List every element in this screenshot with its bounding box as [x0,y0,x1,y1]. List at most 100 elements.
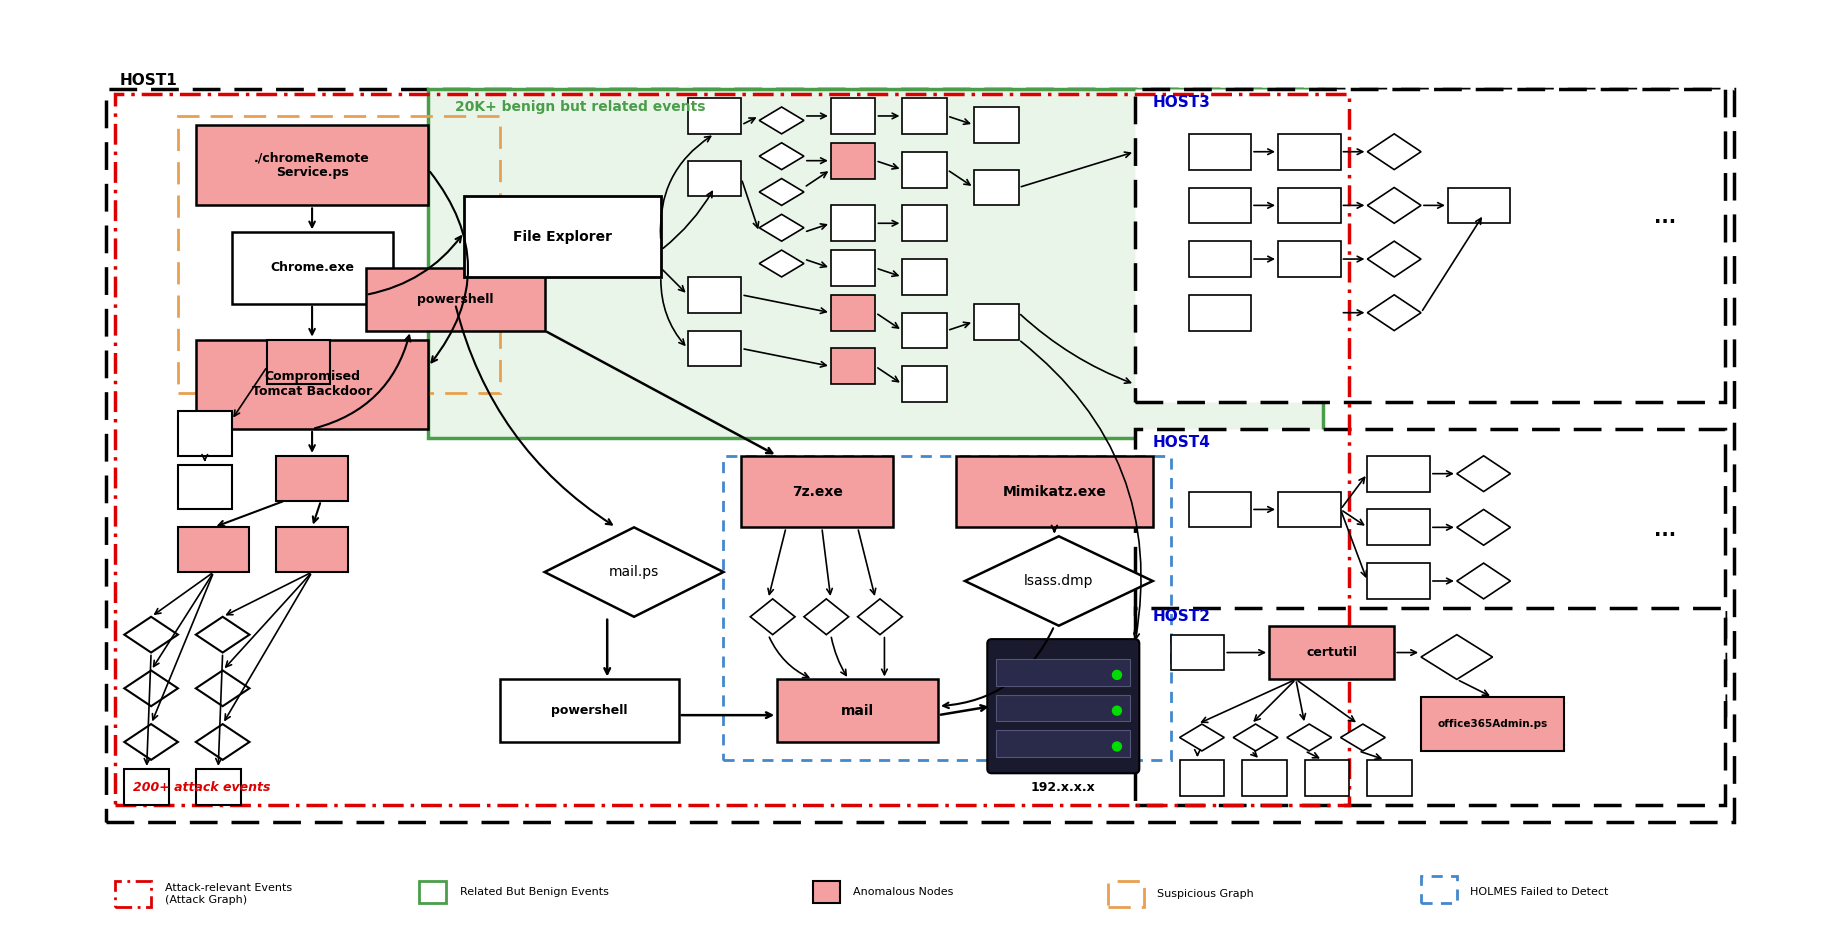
Text: HOST4: HOST4 [1152,435,1212,450]
FancyBboxPatch shape [955,456,1152,527]
Bar [723,456,1171,759]
FancyBboxPatch shape [1278,188,1341,223]
Bar [1134,89,1726,402]
Text: ./chromeRemote
Service.ps: ./chromeRemote Service.ps [254,151,371,179]
Circle shape [1112,671,1121,679]
FancyBboxPatch shape [987,639,1140,773]
FancyBboxPatch shape [832,205,876,241]
FancyBboxPatch shape [1269,625,1394,679]
Polygon shape [1457,563,1510,598]
Polygon shape [1422,635,1492,679]
FancyBboxPatch shape [1189,295,1250,330]
Polygon shape [124,617,177,652]
Bar [419,881,446,903]
Text: powershell: powershell [551,704,627,717]
FancyBboxPatch shape [1278,134,1341,169]
FancyBboxPatch shape [1368,510,1429,545]
FancyBboxPatch shape [500,679,679,742]
FancyBboxPatch shape [832,250,876,286]
Text: powershell: powershell [417,293,494,306]
Text: Suspicious Graph: Suspicious Graph [1158,889,1254,899]
Text: ...: ... [1654,522,1676,540]
FancyBboxPatch shape [1422,697,1564,751]
FancyBboxPatch shape [741,456,892,527]
Text: Chrome.exe: Chrome.exe [269,262,354,275]
FancyBboxPatch shape [902,205,948,241]
Polygon shape [760,179,804,205]
FancyBboxPatch shape [177,411,232,456]
FancyBboxPatch shape [465,196,660,277]
Polygon shape [1457,456,1510,491]
Polygon shape [1341,724,1385,751]
FancyBboxPatch shape [365,268,544,330]
Bar [1134,608,1726,805]
Text: lsass.dmp: lsass.dmp [1023,574,1093,588]
FancyBboxPatch shape [195,769,240,805]
Bar [428,89,1322,438]
Bar [813,881,839,903]
Text: Attack-relevant Events
(Attack Graph): Attack-relevant Events (Attack Graph) [164,883,291,905]
Bar [1134,429,1726,715]
Text: Compromised
Tomcat Backdoor: Compromised Tomcat Backdoor [253,370,372,399]
FancyBboxPatch shape [277,456,349,500]
Polygon shape [751,598,795,635]
FancyBboxPatch shape [902,313,948,349]
Text: HOST3: HOST3 [1152,95,1212,110]
Bar [1108,881,1143,907]
FancyBboxPatch shape [1368,759,1413,796]
Polygon shape [760,215,804,241]
Bar [116,93,1350,805]
FancyBboxPatch shape [195,339,428,429]
FancyBboxPatch shape [974,169,1018,205]
FancyBboxPatch shape [124,769,170,805]
Text: 20K+ benign but related events: 20K+ benign but related events [455,101,706,115]
Polygon shape [1368,134,1422,169]
FancyBboxPatch shape [688,330,741,366]
Polygon shape [124,724,177,759]
Polygon shape [1368,241,1422,277]
Bar [1422,876,1457,903]
Polygon shape [1368,188,1422,223]
Text: 200+ attack events: 200+ attack events [133,781,271,795]
Polygon shape [1287,724,1331,751]
Text: Related But Benign Events: Related But Benign Events [459,887,609,897]
Polygon shape [195,617,249,652]
Polygon shape [1234,724,1278,751]
FancyBboxPatch shape [277,527,349,572]
FancyBboxPatch shape [1368,456,1429,491]
Polygon shape [857,598,902,635]
FancyBboxPatch shape [177,527,249,572]
Bar [996,731,1130,758]
FancyBboxPatch shape [1278,241,1341,277]
FancyBboxPatch shape [776,679,939,742]
FancyBboxPatch shape [902,152,948,188]
Text: File Explorer: File Explorer [513,229,612,243]
FancyBboxPatch shape [974,303,1018,339]
FancyBboxPatch shape [1189,491,1250,527]
FancyBboxPatch shape [1171,635,1224,671]
Text: Anomalous Nodes: Anomalous Nodes [854,887,953,897]
FancyBboxPatch shape [195,125,428,205]
FancyBboxPatch shape [1180,759,1224,796]
FancyBboxPatch shape [902,259,948,295]
Text: mail: mail [841,704,874,718]
FancyBboxPatch shape [974,107,1018,142]
Polygon shape [804,598,848,635]
Polygon shape [1457,510,1510,545]
FancyBboxPatch shape [177,464,232,510]
Polygon shape [1368,295,1422,330]
FancyBboxPatch shape [1368,563,1429,598]
Text: mail.ps: mail.ps [609,565,658,579]
FancyBboxPatch shape [832,98,876,134]
Bar [107,89,1733,822]
Polygon shape [124,671,177,706]
FancyBboxPatch shape [1306,759,1350,796]
Polygon shape [1180,724,1224,751]
Bar [177,116,500,393]
FancyBboxPatch shape [688,161,741,196]
FancyBboxPatch shape [688,277,741,313]
Bar [996,659,1130,685]
Text: HOLMES Failed to Detect: HOLMES Failed to Detect [1470,887,1608,897]
Polygon shape [195,724,249,759]
FancyBboxPatch shape [832,349,876,384]
